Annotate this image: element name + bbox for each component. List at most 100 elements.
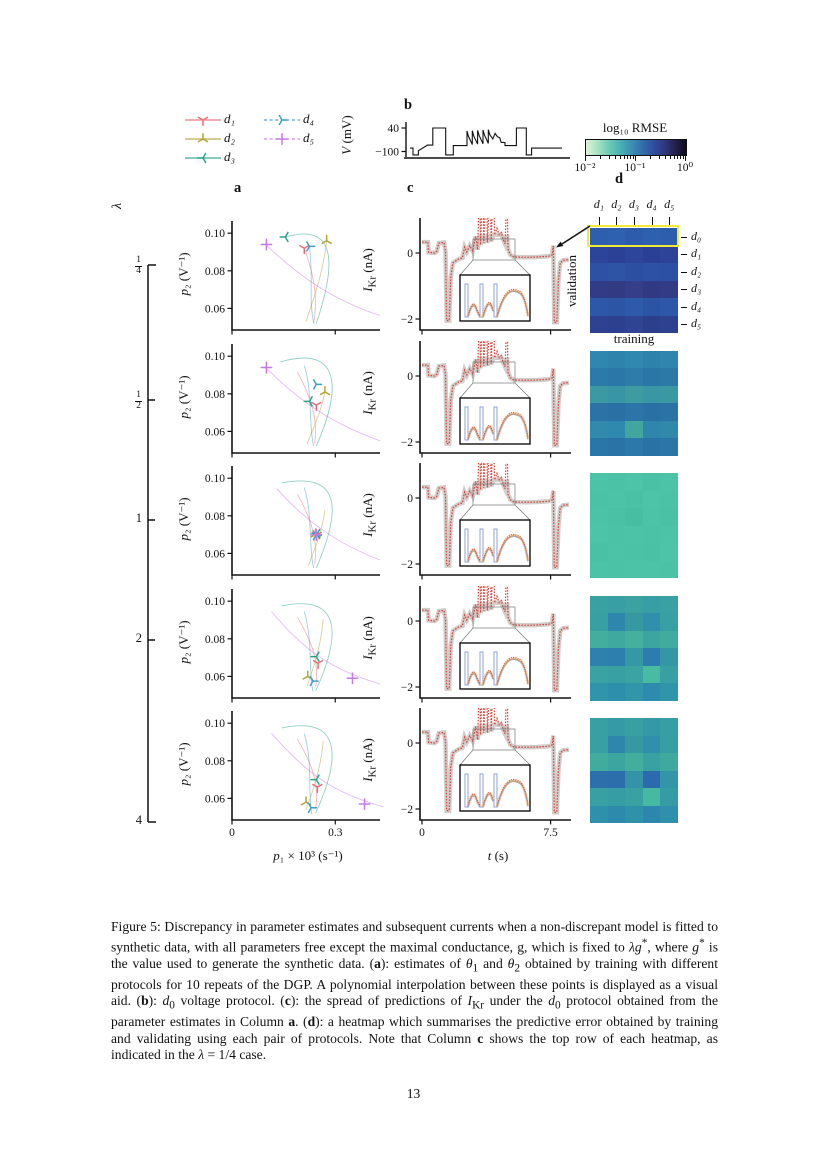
y-tick-label: 0 xyxy=(407,738,413,750)
zoom-source-rect xyxy=(472,728,516,751)
heatmap-cell xyxy=(642,788,661,806)
y-tick-label: −2 xyxy=(401,437,413,449)
heatmap-cell xyxy=(642,543,661,561)
heatmap-cell xyxy=(590,490,608,508)
colorbar-major-tick xyxy=(585,156,586,161)
heatmap-cell xyxy=(642,718,661,736)
heatmap-highlight-row xyxy=(586,225,679,247)
y-tick-label: 0.06 xyxy=(205,671,225,683)
interp-curve-d4 xyxy=(303,487,315,569)
legend-sample-d3 xyxy=(185,152,221,164)
interp-curve-d1 xyxy=(303,248,316,324)
heatmap-cell xyxy=(590,280,608,298)
heatmap-cell xyxy=(660,315,678,333)
heatmap-cell xyxy=(642,508,661,526)
scatter-marker-d5 xyxy=(260,238,273,251)
colorbar-minor-tick xyxy=(670,156,671,159)
colorbar-tick-label: 10⁻¹ xyxy=(624,162,646,174)
heatmap-cell xyxy=(590,613,608,631)
heatmap-cell xyxy=(607,683,626,701)
scatter-marker-d4 xyxy=(306,241,316,252)
heatmap-cell xyxy=(607,788,626,806)
heatmap-cell xyxy=(607,245,626,263)
heatmap-cell xyxy=(660,718,678,736)
panel-label-b: b xyxy=(404,97,413,113)
scatter-marker-d3 xyxy=(310,774,320,785)
y-tick-label: 0.06 xyxy=(205,793,225,805)
current-ylabel: IKr (nA) xyxy=(360,248,379,292)
heatmap-row-tick xyxy=(680,306,687,308)
heatmap-cell xyxy=(590,718,608,736)
heatmap-cell xyxy=(607,385,626,403)
scatter-marker-d5 xyxy=(346,671,359,684)
heatmap-row-label: d₁ xyxy=(691,246,702,261)
colorbar-minor-tick xyxy=(615,156,617,159)
heatmap-cell xyxy=(660,595,678,613)
colorbar-minor-tick xyxy=(627,156,629,159)
training-label: training xyxy=(613,331,655,346)
figure-caption: Figure 5: Discrepancy in parameter estim… xyxy=(111,919,718,1063)
y-tick-label: 0 xyxy=(407,493,413,505)
axes-spines xyxy=(231,343,380,454)
heatmap-cell xyxy=(590,543,608,561)
heatmap-cell xyxy=(642,403,661,421)
legend-sample-d1 xyxy=(185,116,221,126)
heatmap-cell xyxy=(660,385,678,403)
heatmap-cell xyxy=(625,735,643,753)
heatmap-cell xyxy=(625,280,643,298)
tri_left-marker-icon xyxy=(197,152,207,164)
heatmap-cell xyxy=(660,508,678,526)
heatmap-cell xyxy=(642,613,661,631)
heatmap-cell xyxy=(625,490,643,508)
heatmap-cell xyxy=(642,735,661,753)
heatmap-cell xyxy=(590,385,608,403)
arrow-line xyxy=(561,225,591,245)
colorbar-minor-tick xyxy=(680,156,682,159)
colorbar-minor-tick xyxy=(608,156,610,159)
heatmap-cell xyxy=(625,595,643,613)
panel-label-c: c xyxy=(407,180,414,196)
heatmap-cell xyxy=(590,438,608,456)
heatmap-cell xyxy=(642,665,661,683)
heatmap-cell xyxy=(625,508,643,526)
x-tick-label: 0 xyxy=(229,827,235,839)
heatmap-cell xyxy=(590,560,608,578)
heatmap-cell xyxy=(625,525,643,543)
interp-curve-d4 xyxy=(303,364,315,446)
heatmap-cell xyxy=(642,280,661,298)
heatmap-cell xyxy=(590,735,608,753)
colorbar-minor-tick xyxy=(677,156,679,159)
inset-traces xyxy=(464,651,530,686)
x-tick-label: 0 xyxy=(419,827,425,839)
heatmap-cell xyxy=(642,648,661,666)
tri_up-marker-icon xyxy=(197,133,209,143)
heatmap-col-label: d₁ xyxy=(593,197,604,211)
heatmap-cell xyxy=(607,630,626,648)
heatmap-cell xyxy=(607,525,626,543)
legend-label-d1: d₁ xyxy=(224,111,236,126)
heatmap-cell xyxy=(625,385,643,403)
heatmap-cell xyxy=(642,263,661,281)
heatmap-col-tick xyxy=(598,217,600,226)
scatter-marker-d4 xyxy=(312,378,323,390)
axes-spines xyxy=(419,585,571,699)
heatmap-cell xyxy=(625,805,643,823)
inset-traces xyxy=(464,283,530,318)
heatmap-cell xyxy=(642,473,661,491)
page-number: 13 xyxy=(406,1086,421,1101)
voltage-ylabel: V (mV) xyxy=(339,115,354,155)
scatter-marker-d5 xyxy=(358,798,371,810)
heatmap-cell xyxy=(590,508,608,526)
interp-curve-d5 xyxy=(271,610,381,684)
figure-5: d₁ d₂ d₃ d₄ d₅ a b c d 40 −100 V (mV) log₁₀ RM… xyxy=(110,97,702,863)
scatter-ylabel: p₂ (V⁻¹) xyxy=(176,252,191,296)
scatter-marker-d2 xyxy=(319,385,331,395)
colorbar-tick-label: 10⁰ xyxy=(676,162,694,174)
current-trace xyxy=(422,708,570,813)
legend-sample-d4 xyxy=(264,114,300,126)
voltage-trace xyxy=(410,127,562,156)
heatmap-cell xyxy=(660,490,678,508)
heatmap-row-4 xyxy=(590,595,678,701)
current-xlabel: t (s) xyxy=(487,848,509,863)
